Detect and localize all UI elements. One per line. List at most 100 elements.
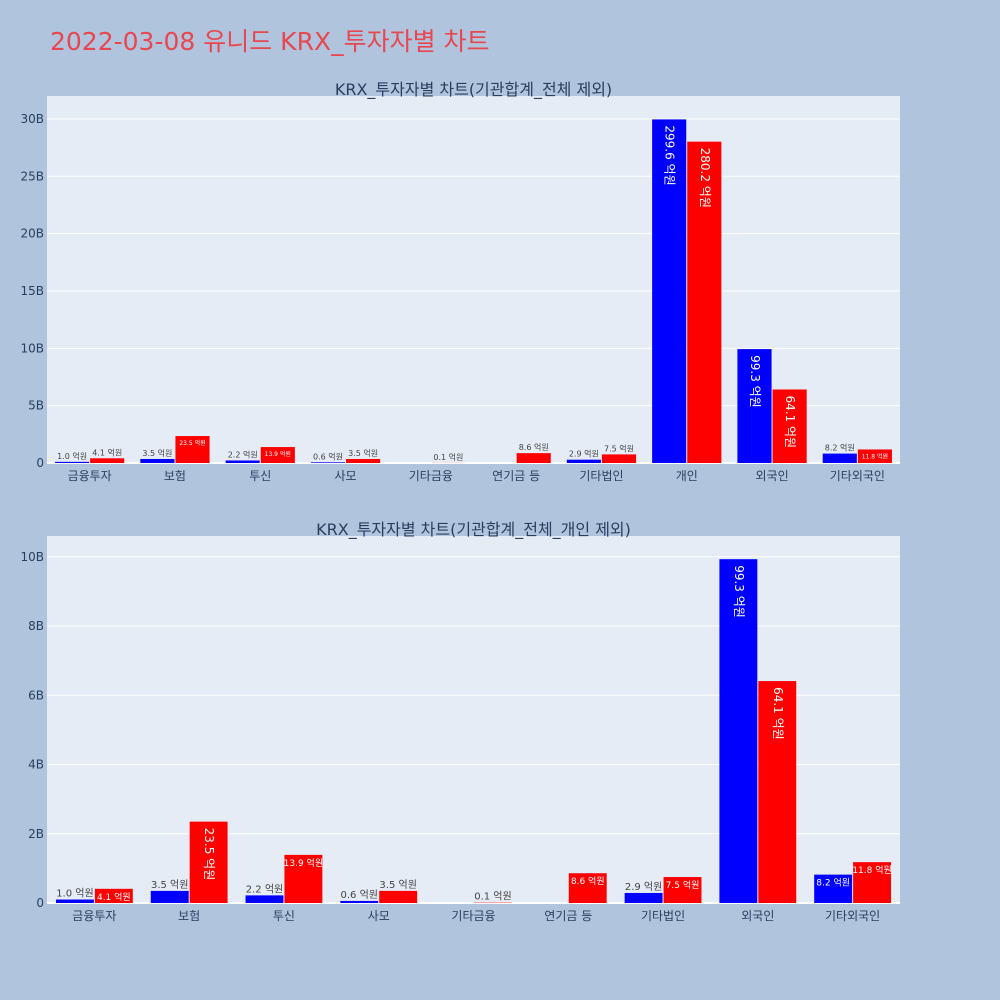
bar-series-1 <box>737 349 772 463</box>
data-label: 4.1 억원 <box>92 447 122 457</box>
chart-excluding-individuals: KRX_투자자별 차트(기관합계_전체_개인 제외) 0 2B 4B 6B 8B 10B 금융… <box>20 520 900 923</box>
data-label: 13.9 억원 <box>265 450 291 458</box>
bar-series-2 <box>346 458 381 463</box>
data-label: 3.5 억원 <box>151 879 188 891</box>
bar-series-1 <box>719 559 758 903</box>
data-label: 0.1 억원 <box>433 452 463 462</box>
plot-area <box>47 536 900 903</box>
x-tick-label: 연기금 등 <box>544 909 592 923</box>
data-label: 3.5 억원 <box>348 448 378 458</box>
data-label: 7.5 억원 <box>666 879 700 891</box>
data-label: 7.5 억원 <box>604 443 634 453</box>
bar-series-1 <box>150 890 189 903</box>
data-label: 13.9 억원 <box>284 857 323 869</box>
data-label: 2.2 억원 <box>246 883 283 895</box>
bar-series-2 <box>379 890 418 903</box>
data-label: 4.1 억원 <box>97 891 131 903</box>
bar-series-1 <box>624 892 663 903</box>
x-tick-label: 연기금 등 <box>492 469 540 483</box>
bar-series-2 <box>189 821 228 903</box>
data-label: 280.2 억원 <box>698 148 712 208</box>
bar-series-2 <box>260 447 295 463</box>
bar-series-2 <box>758 681 797 903</box>
data-label: 11.8 억원 <box>852 864 891 876</box>
bar-series-2 <box>90 458 125 463</box>
x-tick-label: 기타외국인 <box>830 469 885 483</box>
data-label: 3.5 억원 <box>379 879 416 891</box>
bar-series-1 <box>55 899 94 903</box>
data-label: 11.8 억원 <box>862 452 888 460</box>
bar-series-2 <box>175 436 210 463</box>
bar-series-2 <box>601 454 637 463</box>
x-tick-label: 기타금융 <box>409 469 453 483</box>
bar-series-1 <box>225 460 260 463</box>
y-tick-label: 15B <box>20 284 44 298</box>
x-tick-label: 보험 <box>164 469 186 483</box>
y-tick-label: 30B <box>20 112 44 126</box>
y-tick-label: 5B <box>28 399 44 413</box>
data-label: 3.5 억원 <box>142 448 172 458</box>
bar-series-2 <box>687 141 722 463</box>
bar-series-1 <box>310 462 346 463</box>
x-tick-label: 사모 <box>335 469 357 483</box>
bar-series-2 <box>94 888 133 903</box>
chart-title: KRX_투자자별 차트(기관합계_전체 제외) <box>335 80 612 100</box>
bar-series-2 <box>516 453 551 463</box>
data-label: 99.3 억원 <box>732 565 746 618</box>
y-tick-label: 10B <box>20 341 44 355</box>
x-tick-label: 기타금융 <box>451 909 495 923</box>
x-tick-label: 금융투자 <box>72 909 116 923</box>
chart-institutions-total: KRX_투자자별 차트(기관합계_전체 제외) 0 5B 10B 15B 20B 25B 30… <box>20 80 900 483</box>
data-label: 8.6 억원 <box>519 442 549 452</box>
x-tick-label: 외국인 <box>755 469 788 483</box>
data-label: 2.2 억원 <box>228 449 258 459</box>
y-tick-label: 8B <box>28 619 44 633</box>
bar-series-1 <box>245 895 284 903</box>
data-label: 299.6 억원 <box>663 125 677 185</box>
data-label: 0.1 억원 <box>474 891 511 903</box>
bar-series-2 <box>857 449 892 463</box>
data-label: 1.0 억원 <box>57 451 87 461</box>
y-tick-label: 0 <box>36 896 44 910</box>
bar-series-1 <box>814 874 853 903</box>
data-label: 1.0 억원 <box>56 888 93 900</box>
data-label: 2.9 억원 <box>625 881 662 893</box>
plot-area <box>47 96 900 463</box>
bar-series-2 <box>853 862 892 903</box>
y-tick-label: 4B <box>28 758 44 772</box>
data-label: 8.6 억원 <box>571 875 605 887</box>
x-tick-label: 개인 <box>676 469 698 483</box>
page-title: 2022-03-08 유니드 KRX_투자자별 차트 <box>50 27 490 56</box>
bar-series-1 <box>55 461 90 463</box>
x-tick-label: 투신 <box>249 469 271 483</box>
x-tick-label: 기타법인 <box>641 909 685 923</box>
data-label: 23.5 억원 <box>179 439 205 447</box>
data-label: 64.1 억원 <box>783 395 797 448</box>
y-tick-label: 25B <box>20 169 44 183</box>
chart-title: KRX_투자자별 차트(기관합계_전체_개인 제외) <box>316 520 631 540</box>
data-label: 99.3 억원 <box>748 355 762 408</box>
data-label: 8.2 억원 <box>816 877 850 889</box>
x-tick-label: 사모 <box>368 909 390 923</box>
y-tick-label: 6B <box>28 688 44 702</box>
bar-series-2 <box>568 873 607 903</box>
data-label: 8.2 억원 <box>825 443 855 453</box>
data-label: 23.5 억원 <box>202 828 216 881</box>
bar-series-1 <box>340 900 379 903</box>
y-tick-label: 10B <box>20 550 44 564</box>
x-tick-label: 외국인 <box>741 909 774 923</box>
y-tick-label: 2B <box>28 827 44 841</box>
x-tick-label: 투신 <box>273 909 295 923</box>
bar-series-1 <box>566 459 601 463</box>
data-label: 0.6 억원 <box>313 451 343 461</box>
bar-series-1 <box>822 453 857 463</box>
bar-series-1 <box>652 119 687 464</box>
x-tick-label: 기타법인 <box>579 469 623 483</box>
bar-series-2 <box>284 854 323 903</box>
bar-series-2 <box>663 877 702 903</box>
x-tick-label: 기타외국인 <box>825 909 880 923</box>
x-tick-label: 금융투자 <box>68 469 112 483</box>
data-label: 0.6 억원 <box>341 889 378 901</box>
data-label: 2.9 억원 <box>569 449 599 459</box>
bar-series-1 <box>140 458 175 463</box>
